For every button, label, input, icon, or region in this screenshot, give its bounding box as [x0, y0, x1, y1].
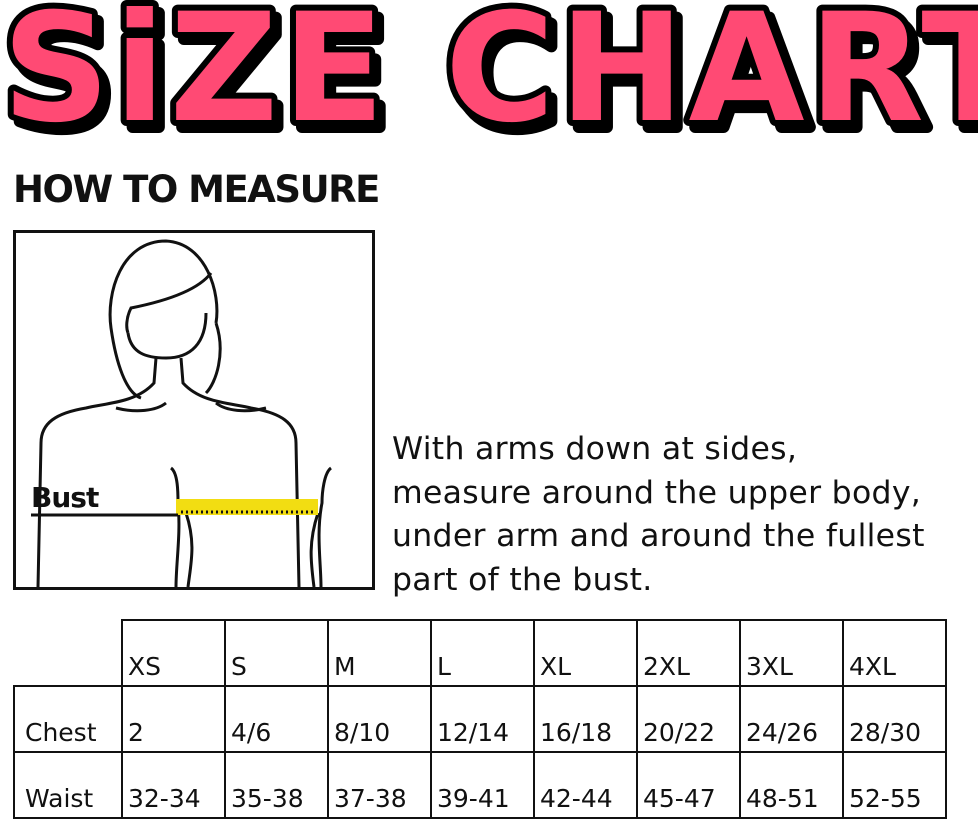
size-table: XS S M L XL 2XL 3XL 4XL Chest 2 4/6 8/10…: [13, 619, 947, 819]
row-label: Waist: [13, 751, 123, 819]
size-header: S: [224, 619, 329, 687]
measure-illustration: Bust: [13, 230, 375, 590]
table-row: Waist 32-34 35-38 37-38 39-41 42-44 45-4…: [13, 751, 947, 819]
table-header-row: XS S M L XL 2XL 3XL 4XL: [14, 619, 947, 687]
title-text: SiZE CHART: [2, 0, 978, 152]
measure-instructions: With arms down at sides, measure around …: [392, 431, 925, 598]
table-row: Chest 2 4/6 8/10 12/14 16/18 20/22 24/26…: [13, 685, 947, 753]
size-header: 2XL: [636, 619, 741, 687]
size-header: 4XL: [842, 619, 947, 687]
size-header: 3XL: [739, 619, 844, 687]
size-header: M: [327, 619, 432, 687]
bust-label: Bust: [31, 481, 99, 514]
size-header: XS: [121, 619, 226, 687]
size-header: XL: [533, 619, 638, 687]
how-to-measure-heading: HOW TO MEASURE: [13, 168, 380, 211]
size-chart-title: SiZE CHART: [0, 0, 978, 152]
row-label: Chest: [13, 685, 123, 753]
size-header: L: [430, 619, 535, 687]
